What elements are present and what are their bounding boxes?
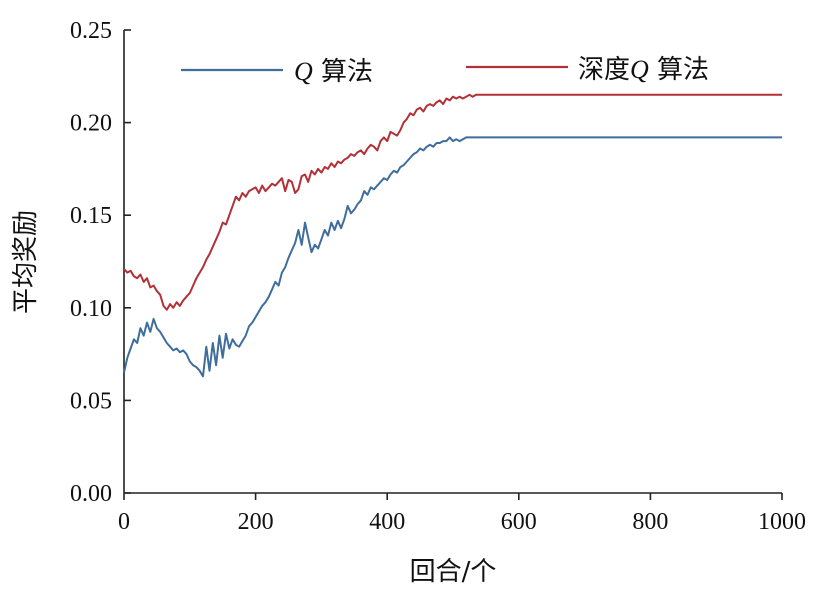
y-ticks: 0.00 0.05 0.10 0.15 0.20 0.25	[70, 18, 131, 507]
y-tick-label: 0.10	[70, 296, 112, 322]
y-tick-label: 0.20	[70, 111, 112, 137]
x-tick-label: 800	[632, 509, 668, 535]
y-tick-label: 0.00	[70, 481, 112, 507]
series-line-deep-q	[123, 93, 782, 311]
legend-label-deep-q: 深度Q 算法	[578, 55, 709, 85]
legend: Q 算法 深度Q 算法	[181, 55, 709, 87]
x-axis-title: 回合/个	[410, 557, 497, 587]
y-tick-label: 0.15	[70, 203, 112, 229]
legend-label-deep-q-prefix: 深度	[578, 55, 630, 85]
x-ticks: 0 200 400 600 800 1000	[118, 493, 806, 535]
x-tick-label: 600	[501, 509, 537, 535]
y-tick-label: 0.05	[70, 388, 112, 414]
legend-label-q-prefix: Q	[294, 57, 313, 86]
y-tick-label: 0.25	[70, 18, 112, 44]
legend-label-deep-q-suffix: 算法	[649, 55, 709, 85]
series-line-q	[123, 136, 782, 378]
x-tick-label: 0	[118, 509, 130, 535]
legend-label-q-suffix: 算法	[313, 57, 373, 87]
axes	[123, 30, 782, 494]
y-axis-title: 平均奖励	[11, 210, 41, 314]
x-tick-label: 1000	[758, 509, 806, 535]
x-tick-label: 400	[369, 509, 405, 535]
series-layer	[123, 93, 782, 378]
x-tick-label: 200	[238, 509, 274, 535]
legend-label-deep-q-q: Q	[630, 55, 649, 84]
legend-label-q: Q 算法	[294, 57, 373, 87]
